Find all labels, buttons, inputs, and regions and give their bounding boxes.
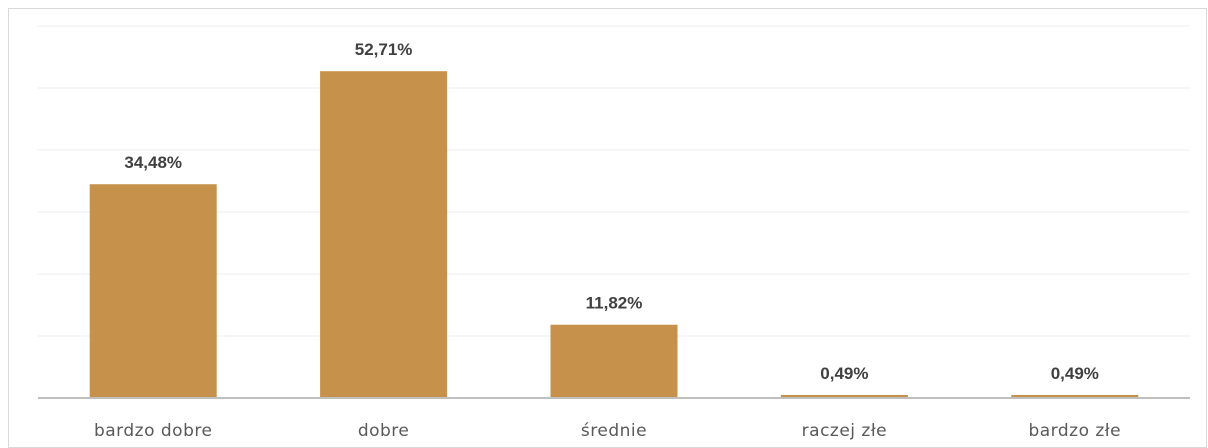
bar-bardzo-złe (1011, 394, 1139, 398)
x-tick-label: średnie (581, 421, 647, 441)
data-label: 0,49% (1051, 364, 1099, 383)
data-label: 52,71% (355, 40, 413, 59)
x-tick-label: raczej złe (802, 421, 887, 441)
bar-raczej-złe (780, 394, 908, 398)
data-label: 0,49% (820, 364, 868, 383)
data-label: 34,48% (124, 153, 182, 172)
x-tick-label: bardzo złe (1028, 421, 1121, 441)
bar-bardzo-dobre (89, 184, 217, 398)
x-tick-label: dobre (358, 421, 410, 441)
data-label: 11,82% (586, 294, 643, 313)
x-tick-label: bardzo dobre (94, 421, 212, 441)
bar-dobre (320, 71, 448, 398)
bar-średnie (550, 324, 678, 398)
